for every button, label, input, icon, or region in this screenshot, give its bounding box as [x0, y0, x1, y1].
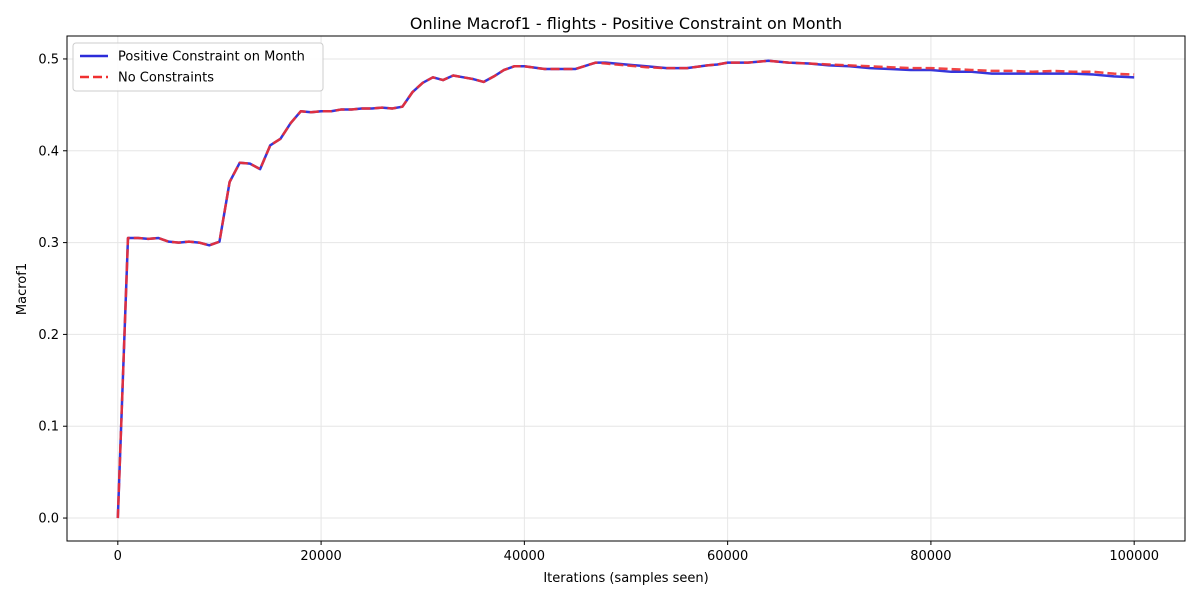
- y-tick-label: 0.0: [38, 512, 59, 527]
- x-tick-label: 80000: [910, 549, 951, 564]
- y-tick-label: 0.5: [38, 52, 59, 67]
- x-tick-label: 20000: [300, 549, 341, 564]
- legend: Positive Constraint on Month No Constrain…: [72, 42, 324, 92]
- grid-lines: [67, 36, 1185, 541]
- y-tick-label: 0.2: [38, 328, 59, 343]
- x-tick-label: 40000: [504, 549, 545, 564]
- plot-frame: [66, 35, 1186, 542]
- legend-box: [72, 42, 324, 92]
- y-axis-label: Macrof1: [15, 263, 30, 315]
- chart-title: Online Macrof1 - flights - Positive Cons…: [410, 14, 842, 33]
- y-tick-label: 0.1: [38, 420, 59, 435]
- x-axis-ticks: 0 20000 40000 60000 80000 100000: [114, 541, 1159, 564]
- x-tick-label: 0: [114, 549, 122, 564]
- legend-label-1: Positive Constraint on Month: [118, 50, 305, 65]
- x-axis-label: Iterations (samples seen): [543, 571, 708, 586]
- legend-label-2: No Constraints: [118, 71, 214, 86]
- y-axis-ticks: 0.0 0.1 0.2 0.3 0.4 0.5: [38, 52, 67, 527]
- x-tick-label: 100000: [1109, 549, 1159, 564]
- y-tick-label: 0.3: [38, 236, 59, 251]
- x-tick-label: 60000: [707, 549, 748, 564]
- series-line-1: [116, 59, 1135, 519]
- series-layer: [116, 59, 1135, 519]
- y-tick-label: 0.4: [38, 144, 59, 159]
- series-line-2: [116, 59, 1135, 519]
